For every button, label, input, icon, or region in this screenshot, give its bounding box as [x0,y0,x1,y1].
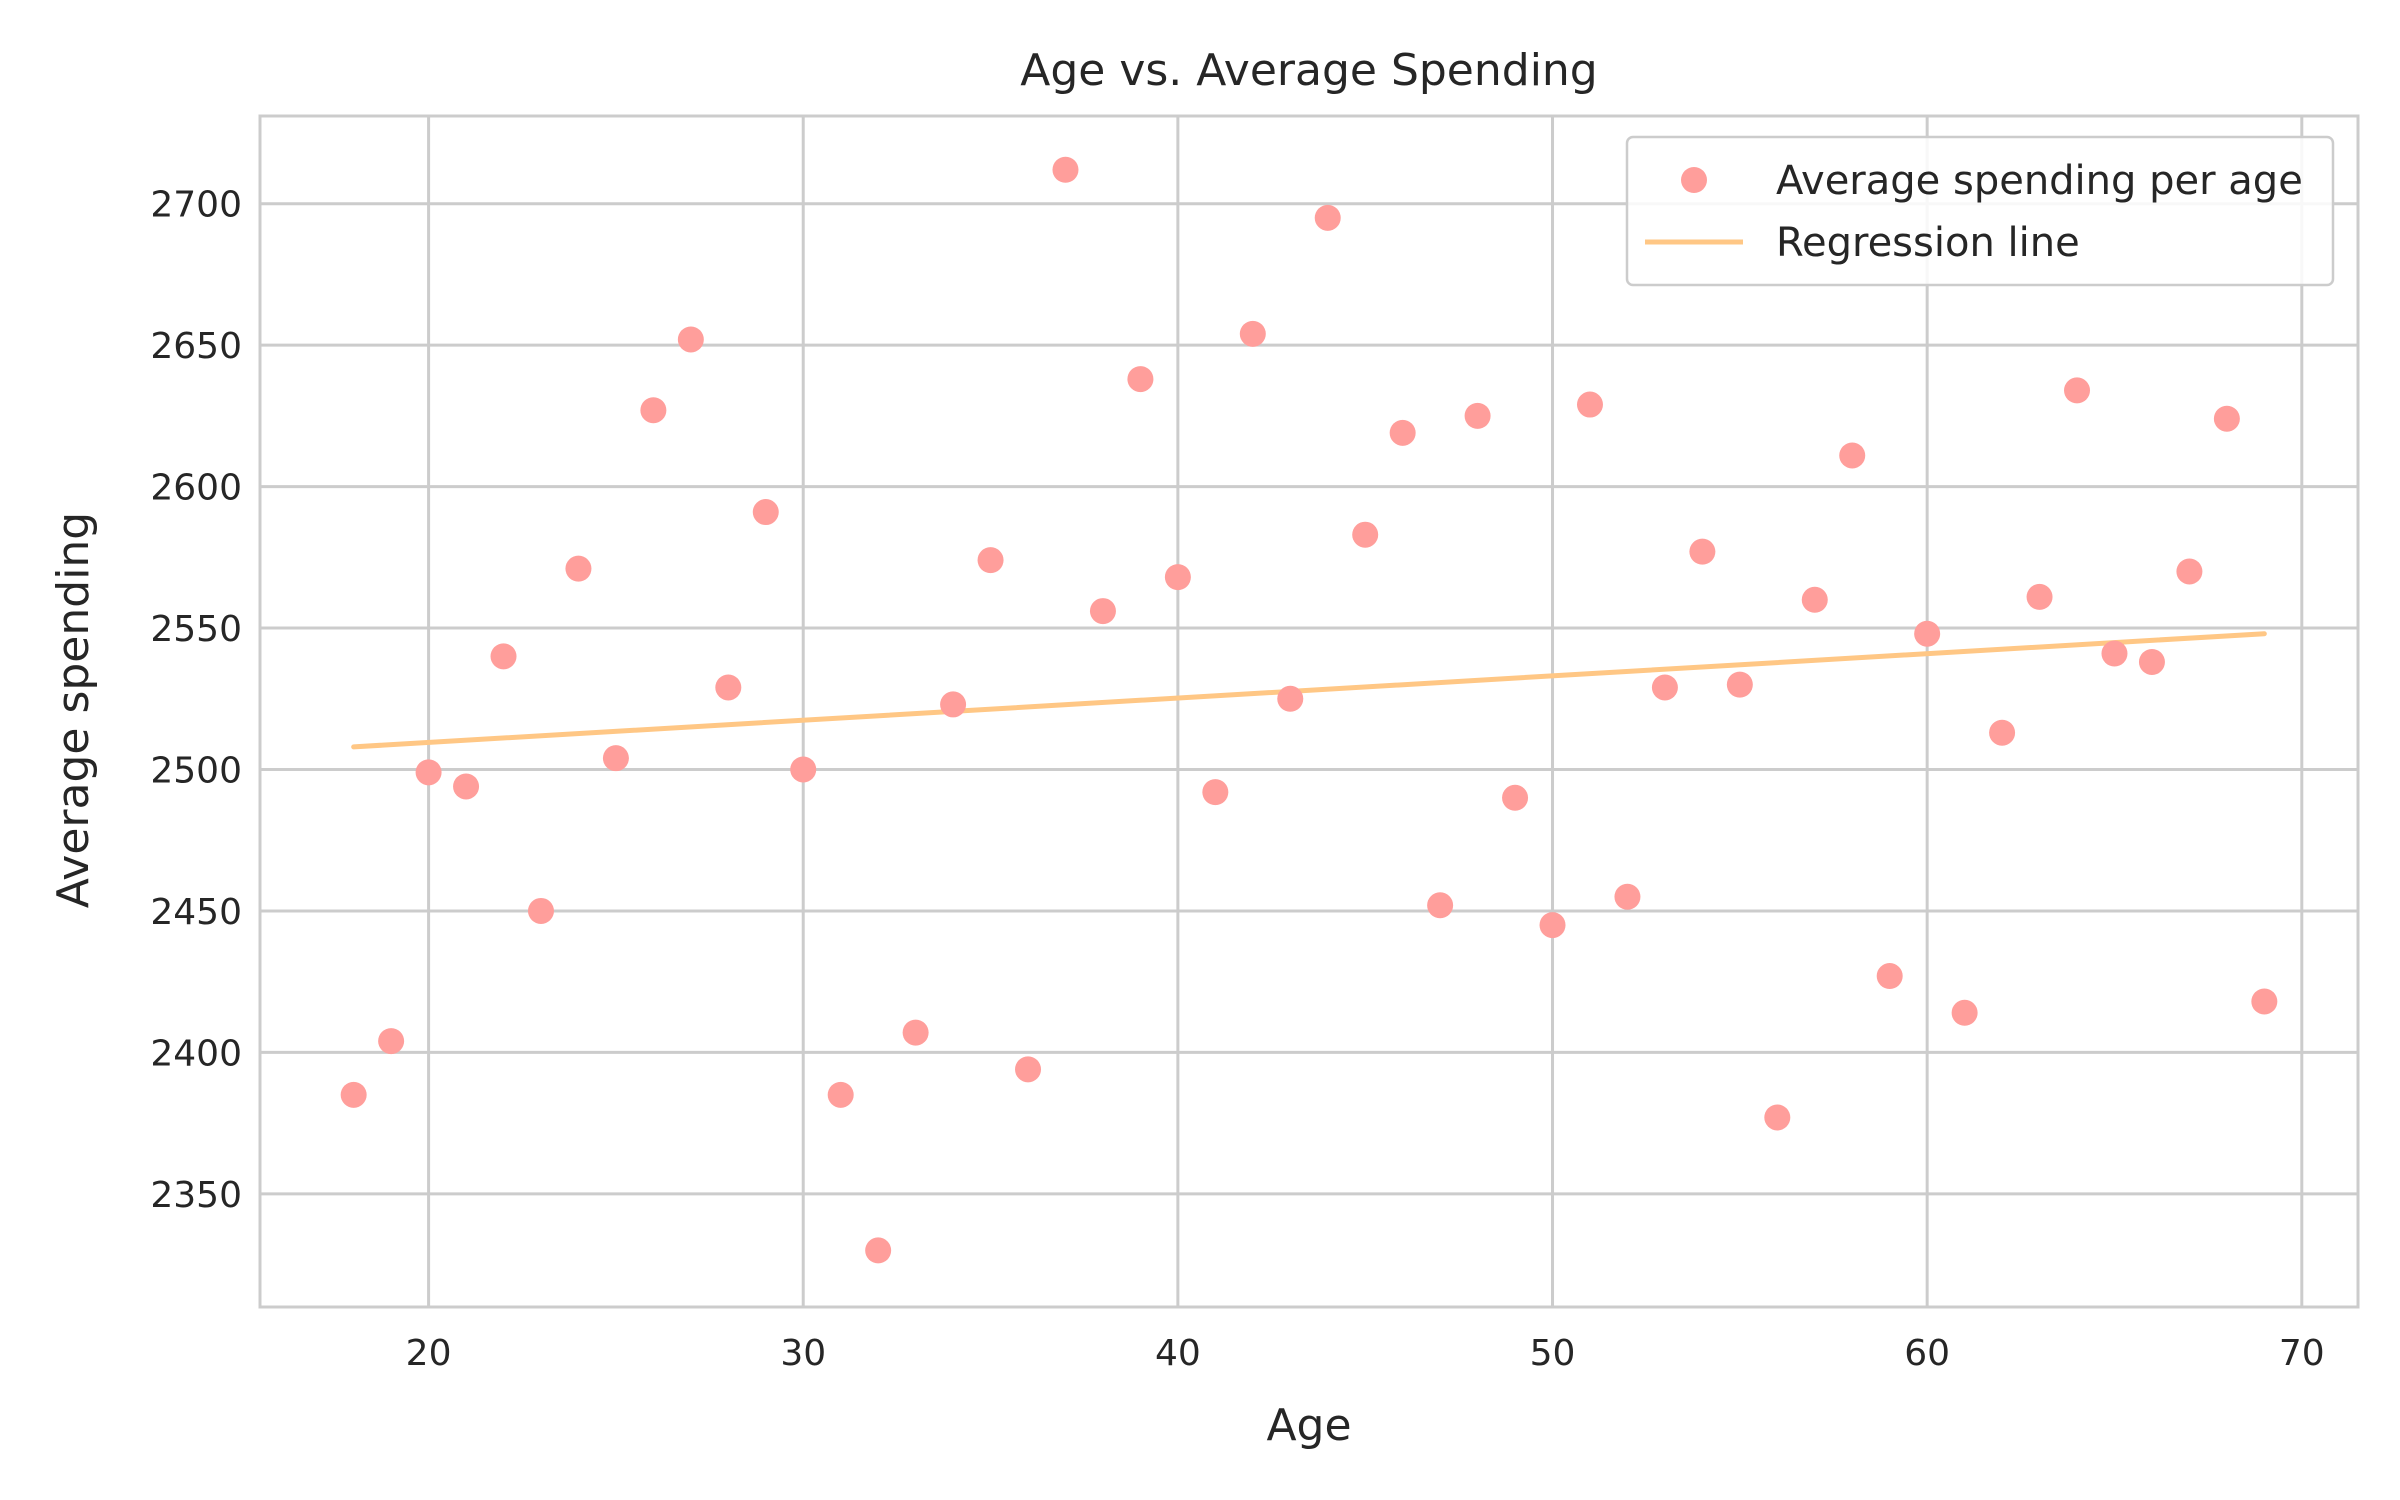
data-point [865,1237,892,1264]
regression-line [351,631,2267,750]
legend-label-scatter: Average spending per age [1776,158,2303,204]
data-point [565,555,592,582]
data-point [1914,620,1941,647]
y-tick-label: 2450 [150,892,242,933]
x-tick-label: 50 [1530,1333,1576,1374]
data-point [340,1081,367,1108]
data-point [453,773,480,800]
data-point [790,756,817,783]
legend-box [1625,135,2335,287]
data-point [715,674,742,701]
data-point [527,897,554,924]
data-point [1614,883,1641,910]
data-point [1089,598,1116,625]
data-point [415,759,442,786]
data-point [940,691,967,718]
x-tick-label: 60 [1904,1333,1950,1374]
y-tick-label: 2650 [150,326,242,367]
legend-marker-scatter [1681,167,1707,193]
data-point [1464,402,1491,429]
data-point [1427,892,1454,919]
regression-line-layer [351,631,2267,750]
data-point [1951,999,1978,1026]
x-tick-labels: 20 30 40 50 60 70 [406,1333,2325,1374]
data-point [1015,1056,1042,1083]
data-point [1314,204,1341,231]
data-point [1352,521,1379,548]
data-point [378,1028,405,1055]
x-tick-label: 40 [1155,1333,1201,1374]
data-point [2138,648,2165,675]
data-point [1127,366,1154,393]
y-tick-labels: 2350 2400 2450 2500 2550 2600 2650 2700 [150,185,242,1216]
data-point [1239,320,1266,347]
data-point [490,643,517,670]
data-point [2026,583,2053,610]
x-tick-label: 30 [780,1333,826,1374]
y-tick-label: 2700 [150,185,242,226]
y-tick-label: 2500 [150,750,242,791]
y-tick-label: 2400 [150,1033,242,1074]
scatter-points [340,156,2278,1264]
legend: Average spending per age Regression line [1625,135,2335,287]
data-point [1277,685,1304,712]
data-point [640,397,667,424]
data-point [1539,912,1566,939]
data-point [677,326,704,353]
data-point [977,547,1004,574]
data-point [827,1081,854,1108]
data-point [2213,405,2240,432]
plot-frame [258,114,2360,1309]
data-point [902,1019,929,1046]
y-tick-label: 2350 [150,1175,242,1216]
x-tick-label: 20 [406,1333,452,1374]
data-point [1502,784,1529,811]
x-axis-title: Age [1266,1400,1351,1451]
data-point [1389,419,1416,446]
data-point [2064,377,2091,404]
data-point [2251,988,2278,1015]
chart-title: Age vs. Average Spending [1020,45,1597,96]
data-point [1764,1104,1791,1131]
y-tick-label: 2550 [150,609,242,650]
data-point [1689,538,1716,565]
data-point [1839,442,1866,469]
data-point [1726,671,1753,698]
data-point [1989,719,2016,746]
grid [260,116,2358,1307]
data-point [752,499,779,526]
data-point [2176,558,2203,585]
data-point [1876,963,1903,990]
data-point [1164,564,1191,591]
data-point [1202,779,1229,806]
data-point [2101,640,2128,667]
data-point [602,745,629,772]
data-point [1801,586,1828,613]
data-point [1651,674,1678,701]
y-tick-label: 2600 [150,468,242,509]
legend-label-line: Regression line [1776,220,2080,266]
data-point [1052,156,1079,183]
x-tick-label: 70 [2279,1333,2325,1374]
y-axis-title: Average spending [48,512,99,908]
data-point [1576,391,1603,418]
